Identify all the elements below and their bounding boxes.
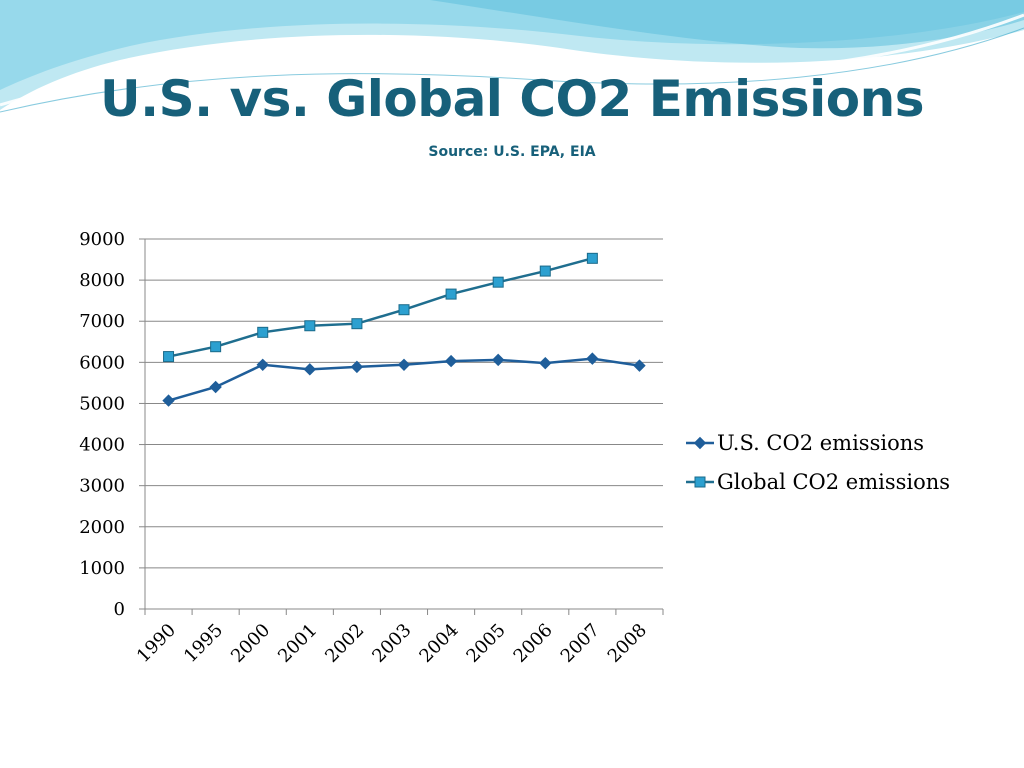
data-point	[210, 341, 222, 353]
data-point	[492, 276, 504, 288]
y-tick-label: 9000	[79, 229, 125, 250]
y-tick-label: 4000	[79, 435, 125, 456]
legend-label: Global CO2 emissions	[717, 470, 950, 494]
series-us	[162, 352, 646, 407]
legend-marker	[693, 436, 707, 450]
y-tick-label: 2000	[79, 517, 125, 538]
series	[162, 252, 646, 407]
x-tick-label: 2007	[557, 620, 604, 667]
legend-marker	[694, 476, 706, 488]
page-title: U.S. vs. Global CO2 Emissions	[99, 70, 925, 128]
y-tick-label: 5000	[79, 393, 125, 414]
y-tick-label: 3000	[79, 476, 125, 497]
data-point	[539, 356, 552, 370]
x-tick-label: 2001	[274, 620, 321, 667]
x-tick-label: 2008	[604, 620, 651, 667]
y-tick-label: 6000	[79, 352, 125, 373]
axes	[139, 238, 664, 615]
legend-label: U.S. CO2 emissions	[717, 431, 924, 455]
x-tick-label: 2003	[368, 620, 415, 667]
y-tick-label: 8000	[79, 270, 125, 291]
data-point	[398, 304, 410, 316]
data-point	[586, 352, 599, 365]
x-tick-label: 2005	[462, 620, 509, 667]
legend: U.S. CO2 emissions Global CO2 emissions	[686, 431, 950, 494]
y-tick-label: 7000	[79, 311, 125, 332]
y-tick-label: 0	[114, 599, 125, 620]
legend-entry: Global CO2 emissions	[686, 470, 950, 494]
data-point	[257, 326, 269, 338]
data-point	[303, 363, 317, 376]
x-tick-label: 2002	[321, 620, 368, 667]
data-point	[397, 358, 411, 372]
data-point	[163, 351, 175, 363]
data-point	[351, 318, 363, 330]
x-tick-label: 1990	[133, 620, 180, 667]
x-tick-label: 2004	[415, 620, 462, 667]
data-point	[586, 252, 598, 264]
data-point	[162, 394, 175, 407]
data-point	[444, 354, 458, 368]
data-point	[539, 265, 551, 277]
page-subtitle: Source: U.S. EPA, EIA	[428, 144, 596, 160]
data-point	[633, 359, 646, 372]
data-point	[350, 360, 364, 374]
header-wave-decoration	[0, 0, 1024, 113]
x-tick-labels: 1990 1995 2000 2001 2002 2003 2004 2005 2006 2007…	[133, 620, 651, 667]
data-point	[256, 358, 269, 372]
y-tick-label: 1000	[79, 558, 125, 579]
data-point	[491, 353, 505, 367]
data-point	[209, 380, 222, 394]
series-global	[163, 252, 598, 363]
gridlines	[145, 238, 663, 569]
legend-entry: U.S. CO2 emissions	[686, 431, 924, 455]
x-tick-label: 1995	[180, 620, 227, 667]
x-tick-label: 2006	[510, 620, 557, 667]
data-point	[304, 320, 316, 332]
series-line	[168, 257, 593, 358]
data-point	[445, 288, 457, 300]
x-tick-label: 2000	[227, 620, 274, 667]
y-tick-labels: 0 1000 2000 3000 4000 5000 6000 7000 8000 9000	[79, 229, 125, 620]
